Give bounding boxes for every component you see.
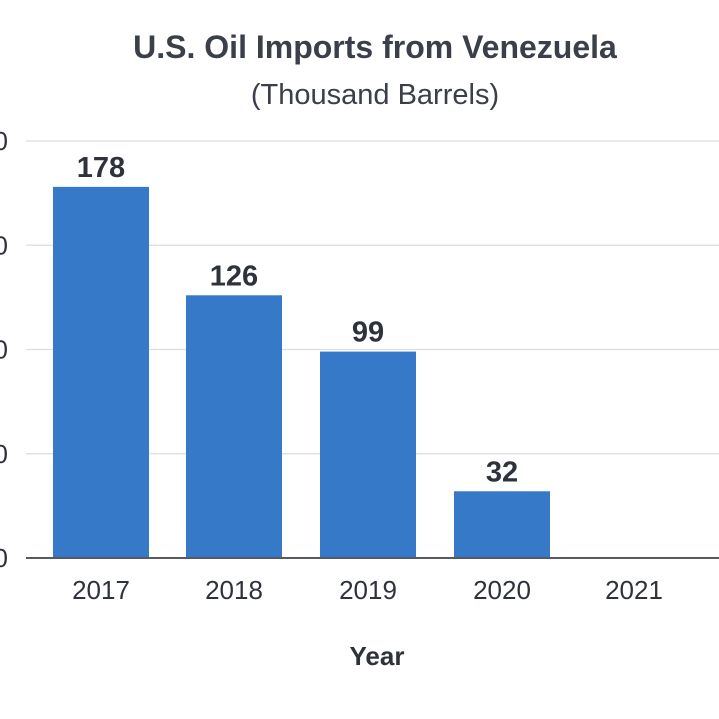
data-label-2019: 99	[352, 317, 384, 349]
x-tick-label-2018: 2018	[205, 575, 263, 605]
data-labels: 178 126 99 32	[77, 152, 518, 488]
x-tick-label-2017: 2017	[72, 575, 130, 605]
y-tick-label: 0	[0, 126, 8, 156]
bar-2020	[454, 491, 550, 558]
x-tick-label-2020: 2020	[473, 575, 531, 605]
y-tick-label: 0	[0, 543, 8, 573]
x-tick-label-2019: 2019	[339, 575, 397, 605]
bar-2019	[320, 351, 416, 558]
chart-subtitle: (Thousand Barrels)	[251, 79, 499, 111]
y-tick-label: 0	[0, 335, 8, 365]
x-axis-ticks: 2017 2018 2019 2020 2021	[72, 575, 663, 605]
bar-2017	[53, 186, 149, 558]
y-tick-label: 0	[0, 230, 8, 260]
y-tick-label: 0	[0, 439, 8, 469]
chart-title: U.S. Oil Imports from Venezuela	[133, 29, 617, 65]
data-label-2017: 178	[77, 152, 125, 184]
x-tick-label-2021: 2021	[605, 575, 663, 605]
data-label-2018: 126	[210, 260, 258, 292]
bar-2018	[186, 295, 282, 558]
x-axis-title: Year	[350, 641, 405, 671]
data-label-2020: 32	[486, 456, 518, 488]
bars	[53, 186, 550, 558]
y-axis-ticks: 0 0 0 0 0	[0, 126, 8, 573]
